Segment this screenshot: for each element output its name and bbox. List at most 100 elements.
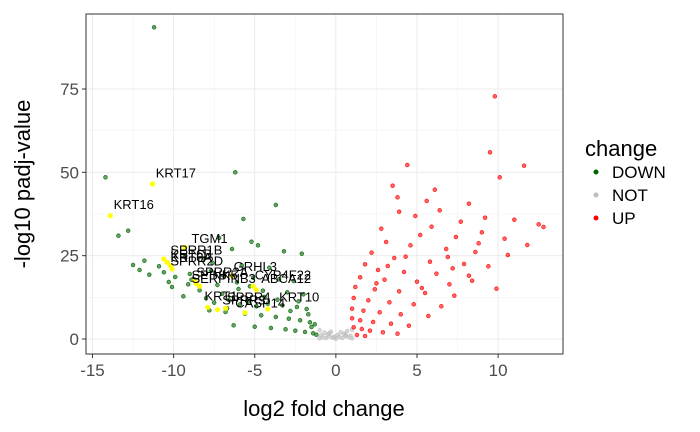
point-up (473, 249, 478, 255)
point-down (314, 332, 319, 337)
point-down (249, 239, 254, 244)
point-up (351, 325, 356, 330)
point-down (262, 294, 267, 300)
highlight-point-sprr2d (169, 266, 175, 272)
point-up (395, 195, 400, 200)
point-down (130, 262, 136, 268)
point-up (443, 246, 449, 252)
highlight-point-krt16 (107, 213, 113, 219)
point-down (203, 296, 209, 301)
point-up (497, 175, 502, 180)
point-down (246, 299, 251, 304)
point-up (354, 332, 360, 338)
point-up (406, 323, 412, 328)
grid-lines (86, 14, 563, 354)
point-down (260, 288, 266, 293)
point-up (466, 273, 472, 278)
point-up (357, 318, 363, 323)
point-down (312, 322, 317, 327)
point-down (302, 329, 308, 335)
point-up (390, 183, 395, 188)
point-not (343, 332, 348, 337)
legend: change DOWN NOT UP (585, 136, 666, 228)
x-axis-title: log2 fold change (243, 396, 404, 421)
point-up (349, 306, 355, 311)
point-down (237, 302, 243, 307)
point-up (525, 242, 530, 248)
point-down (252, 324, 257, 329)
point-up (361, 308, 366, 313)
point-up (380, 330, 386, 335)
point-down (281, 249, 287, 254)
point-down (309, 324, 314, 330)
highlight-point-krt10 (265, 306, 271, 312)
point-up (492, 94, 498, 99)
point-up (479, 230, 485, 235)
point-up (401, 269, 407, 275)
series-not (317, 327, 355, 341)
point-down (221, 273, 227, 278)
point-down (299, 251, 304, 256)
x-tick-label: -5 (247, 361, 262, 380)
legend-key-up (593, 215, 599, 221)
series-up (349, 94, 546, 339)
gene-label-cyp4f22: CYP4F22 (255, 268, 311, 283)
point-down (151, 25, 157, 30)
point-up (452, 293, 457, 298)
point-up (377, 310, 382, 315)
point-down (307, 320, 313, 325)
point-up (437, 208, 442, 213)
point-down (220, 291, 225, 296)
point-down (236, 286, 241, 292)
point-up (370, 319, 376, 325)
point-up (372, 287, 377, 292)
point-down (234, 280, 240, 285)
point-down (233, 170, 238, 175)
highlight-point-krt1 (205, 304, 211, 310)
point-up (458, 219, 463, 224)
point-down (229, 246, 235, 252)
point-up (349, 316, 355, 321)
point-up (432, 187, 438, 192)
point-up (411, 302, 416, 307)
legend-title: change (585, 136, 657, 161)
point-down (283, 327, 288, 332)
gene-label-krt10: KRT10 (279, 290, 319, 305)
point-up (387, 300, 392, 305)
point-down (231, 323, 236, 328)
point-down (275, 297, 280, 302)
gene-label-abca12: ABCA12 (261, 271, 311, 286)
point-down (304, 306, 309, 312)
point-up (362, 262, 368, 267)
legend-label-up: UP (612, 209, 636, 228)
point-down (301, 292, 306, 297)
point-down (294, 304, 300, 310)
gene-label-krt6b: KRT6B (170, 246, 212, 261)
point-down (156, 264, 162, 269)
point-down (273, 202, 279, 208)
point-up (351, 295, 356, 301)
highlight-point-abca12 (253, 287, 259, 293)
point-up (487, 150, 493, 155)
point-down (255, 243, 261, 248)
highlight-point-krt6b (164, 259, 170, 265)
point-up (482, 215, 488, 220)
point-up (353, 284, 358, 290)
highlight-point-sprr1b (161, 256, 167, 262)
highlight-point-sprr4 (222, 305, 229, 311)
point-down (137, 267, 142, 273)
point-down (288, 308, 293, 314)
point-up (396, 209, 402, 214)
point-not (348, 333, 353, 338)
point-up (461, 261, 467, 267)
point-up (382, 277, 387, 282)
gene-label-grhl3: GRHL3 (234, 259, 277, 274)
point-not (319, 333, 324, 338)
point-up (414, 279, 420, 284)
gene-label-sprr1b: SPRR1B (170, 243, 222, 258)
point-up (541, 224, 546, 230)
point-not (340, 335, 345, 341)
point-up (374, 281, 379, 286)
point-up (505, 252, 511, 258)
